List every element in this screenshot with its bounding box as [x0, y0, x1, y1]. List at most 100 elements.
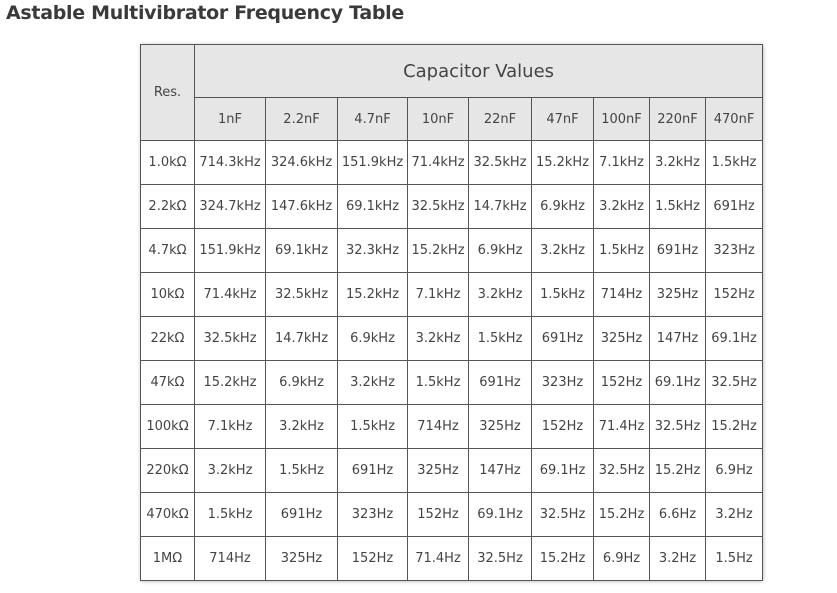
table-row: 22kΩ 32.5kHz 14.7kHz 6.9kHz 3.2kHz 1.5kHz 691H… — [140, 316, 764, 361]
frequency-cell: 7.1kHz — [407, 272, 469, 317]
frequency-cell: 3.2Hz — [649, 536, 706, 581]
table-row: 470kΩ 1.5kHz 691Hz 323Hz 152Hz 69.1Hz 32.5Hz 15… — [140, 492, 764, 537]
frequency-cell: 6.9Hz — [704, 448, 764, 493]
frequency-cell: 71.4Hz — [593, 404, 650, 449]
frequency-cell: 3.2Hz — [704, 492, 764, 537]
capacitor-header-cell: 100nF — [593, 97, 650, 141]
frequency-cell: 32.5kHz — [407, 184, 469, 229]
capacitor-header-cell: 10nF — [407, 97, 469, 141]
capacitor-header-cell: 470nF — [704, 97, 764, 141]
frequency-cell: 15.2Hz — [593, 492, 650, 537]
table-row: 1MΩ 714Hz 325Hz 152Hz 71.4Hz 32.5Hz 15.2Hz 6.9H… — [140, 536, 764, 581]
resistor-value-cell: 2.2kΩ — [140, 184, 195, 229]
frequency-cell: 32.5Hz — [468, 536, 532, 581]
frequency-cell: 14.7kHz — [265, 316, 338, 361]
frequency-cell: 325Hz — [593, 316, 650, 361]
resistor-value-cell: 1MΩ — [140, 536, 195, 581]
frequency-cell: 32.5kHz — [468, 140, 532, 185]
frequency-cell: 15.2kHz — [407, 228, 469, 273]
frequency-cell: 324.7kHz — [194, 184, 266, 229]
frequency-cell: 1.5Hz — [704, 536, 764, 581]
frequency-cell: 14.7kHz — [468, 184, 532, 229]
frequency-cell: 1.5kHz — [593, 228, 650, 273]
frequency-cell: 3.2kHz — [649, 140, 706, 185]
frequency-cell: 15.2kHz — [194, 360, 266, 405]
table-row: 220kΩ 3.2kHz 1.5kHz 691Hz 325Hz 147Hz 69.1Hz 32… — [140, 448, 764, 493]
frequency-cell: 152Hz — [531, 404, 594, 449]
frequency-cell: 6.9kHz — [265, 360, 338, 405]
frequency-cell: 3.2kHz — [531, 228, 594, 273]
frequency-cell: 1.5kHz — [704, 140, 764, 185]
frequency-cell: 323Hz — [531, 360, 594, 405]
table-row: 1.0kΩ 714.3kHz 324.6kHz 151.9kHz 71.4kHz 32.5… — [140, 140, 764, 185]
frequency-cell: 6.6Hz — [649, 492, 706, 537]
frequency-cell: 325Hz — [265, 536, 338, 581]
frequency-cell: 325Hz — [468, 404, 532, 449]
frequency-cell: 714Hz — [593, 272, 650, 317]
frequency-cell: 69.1Hz — [704, 316, 764, 361]
frequency-cell: 152Hz — [704, 272, 764, 317]
capacitor-header-cell: 1nF — [194, 97, 266, 141]
table-row: 10kΩ 71.4kHz 32.5kHz 15.2kHz 7.1kHz 3.2kHz 1.5… — [140, 272, 764, 317]
frequency-cell: 6.9Hz — [593, 536, 650, 581]
capacitor-header-cell: 2.2nF — [265, 97, 338, 141]
frequency-cell: 325Hz — [649, 272, 706, 317]
resistor-column-header: Res. — [140, 44, 195, 141]
frequency-cell: 1.5kHz — [468, 316, 532, 361]
frequency-cell: 32.5Hz — [531, 492, 594, 537]
frequency-cell: 3.2kHz — [468, 272, 532, 317]
capacitor-header-cell: 47nF — [531, 97, 594, 141]
frequency-cell: 71.4kHz — [407, 140, 469, 185]
frequency-cell: 151.9kHz — [194, 228, 266, 273]
frequency-cell: 15.2Hz — [531, 536, 594, 581]
frequency-cell: 1.5kHz — [337, 404, 408, 449]
frequency-cell: 15.2kHz — [531, 140, 594, 185]
frequency-cell: 691Hz — [531, 316, 594, 361]
frequency-cell: 152Hz — [407, 492, 469, 537]
frequency-cell: 71.4Hz — [407, 536, 469, 581]
frequency-cell: 71.4kHz — [194, 272, 266, 317]
frequency-cell: 691Hz — [265, 492, 338, 537]
frequency-cell: 32.5Hz — [704, 360, 764, 405]
frequency-cell: 69.1Hz — [531, 448, 594, 493]
page-title: Astable Multivibrator Frequency Table — [6, 2, 404, 24]
frequency-cell: 3.2kHz — [265, 404, 338, 449]
frequency-cell: 6.9kHz — [468, 228, 532, 273]
capacitor-header-cell: 4.7nF — [337, 97, 408, 141]
capacitor-group-header: Capacitor Values — [193, 44, 764, 98]
frequency-cell: 324.6kHz — [265, 140, 338, 185]
frequency-cell: 69.1kHz — [265, 228, 338, 273]
frequency-cell: 15.2Hz — [704, 404, 764, 449]
frequency-cell: 3.2kHz — [337, 360, 408, 405]
capacitor-header-cell: 22nF — [468, 97, 532, 141]
table-row: 100kΩ 7.1kHz 3.2kHz 1.5kHz 714Hz 325Hz 152Hz 71… — [140, 404, 764, 449]
frequency-cell: 152Hz — [337, 536, 408, 581]
frequency-cell: 714Hz — [194, 536, 266, 581]
frequency-cell: 3.2kHz — [194, 448, 266, 493]
resistor-value-cell: 4.7kΩ — [140, 228, 195, 273]
frequency-cell: 714Hz — [407, 404, 469, 449]
frequency-cell: 32.5kHz — [265, 272, 338, 317]
frequency-cell: 32.5Hz — [649, 404, 706, 449]
frequency-cell: 1.5kHz — [407, 360, 469, 405]
frequency-cell: 1.5kHz — [265, 448, 338, 493]
frequency-cell: 15.2kHz — [337, 272, 408, 317]
resistor-value-cell: 470kΩ — [140, 492, 195, 537]
frequency-cell: 691Hz — [704, 184, 764, 229]
frequency-cell: 1.5kHz — [649, 184, 706, 229]
frequency-cell: 147Hz — [649, 316, 706, 361]
frequency-cell: 32.5Hz — [593, 448, 650, 493]
frequency-cell: 69.1Hz — [649, 360, 706, 405]
frequency-cell: 6.9kHz — [337, 316, 408, 361]
frequency-cell: 69.1kHz — [337, 184, 408, 229]
frequency-cell: 147.6kHz — [265, 184, 338, 229]
frequency-cell: 1.5kHz — [194, 492, 266, 537]
frequency-cell: 323Hz — [337, 492, 408, 537]
resistor-value-cell: 47kΩ — [140, 360, 195, 405]
frequency-cell: 325Hz — [407, 448, 469, 493]
frequency-cell: 6.9kHz — [531, 184, 594, 229]
frequency-cell: 7.1kHz — [593, 140, 650, 185]
resistor-value-cell: 1.0kΩ — [140, 140, 195, 185]
frequency-cell: 3.2kHz — [593, 184, 650, 229]
table-row: 2.2kΩ 324.7kHz 147.6kHz 69.1kHz 32.5kHz 14.7k… — [140, 184, 764, 229]
